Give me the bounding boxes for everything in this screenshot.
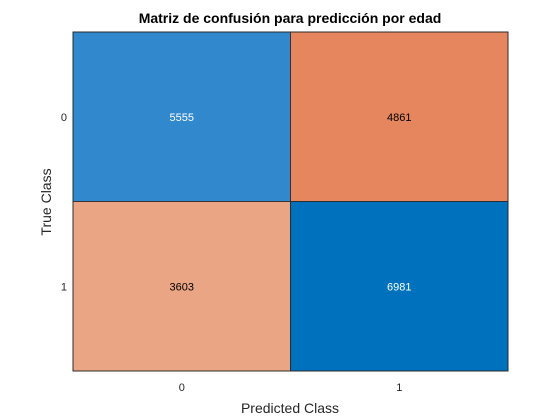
matrix-cell-labels: 5555 4861 3603 6981 bbox=[170, 112, 412, 294]
matrix-cells bbox=[72, 31, 509, 372]
chart-title: Matriz de confusión para predicción por … bbox=[139, 10, 442, 26]
x-axis-label: Predicted Class bbox=[241, 400, 339, 416]
matrix-cell-1-1 bbox=[290, 201, 509, 372]
matrix-cell-0-0 bbox=[72, 31, 291, 202]
y-tick-label-0: 0 bbox=[61, 112, 67, 124]
x-tick-label-1: 1 bbox=[396, 382, 402, 394]
y-axis-ticks: 01 bbox=[61, 112, 67, 294]
matrix-cell-1-0 bbox=[72, 201, 291, 372]
y-axis-label: True Class bbox=[38, 168, 54, 235]
plot-frame bbox=[72, 31, 509, 372]
y-tick-label-1: 1 bbox=[61, 281, 67, 293]
cell-value-1-1: 6981 bbox=[387, 281, 411, 293]
cell-value-1-0: 3603 bbox=[170, 281, 194, 293]
x-tick-label-0: 0 bbox=[179, 382, 185, 394]
cell-value-0-1: 4861 bbox=[387, 112, 411, 124]
cell-value-0-0: 5555 bbox=[170, 112, 194, 124]
